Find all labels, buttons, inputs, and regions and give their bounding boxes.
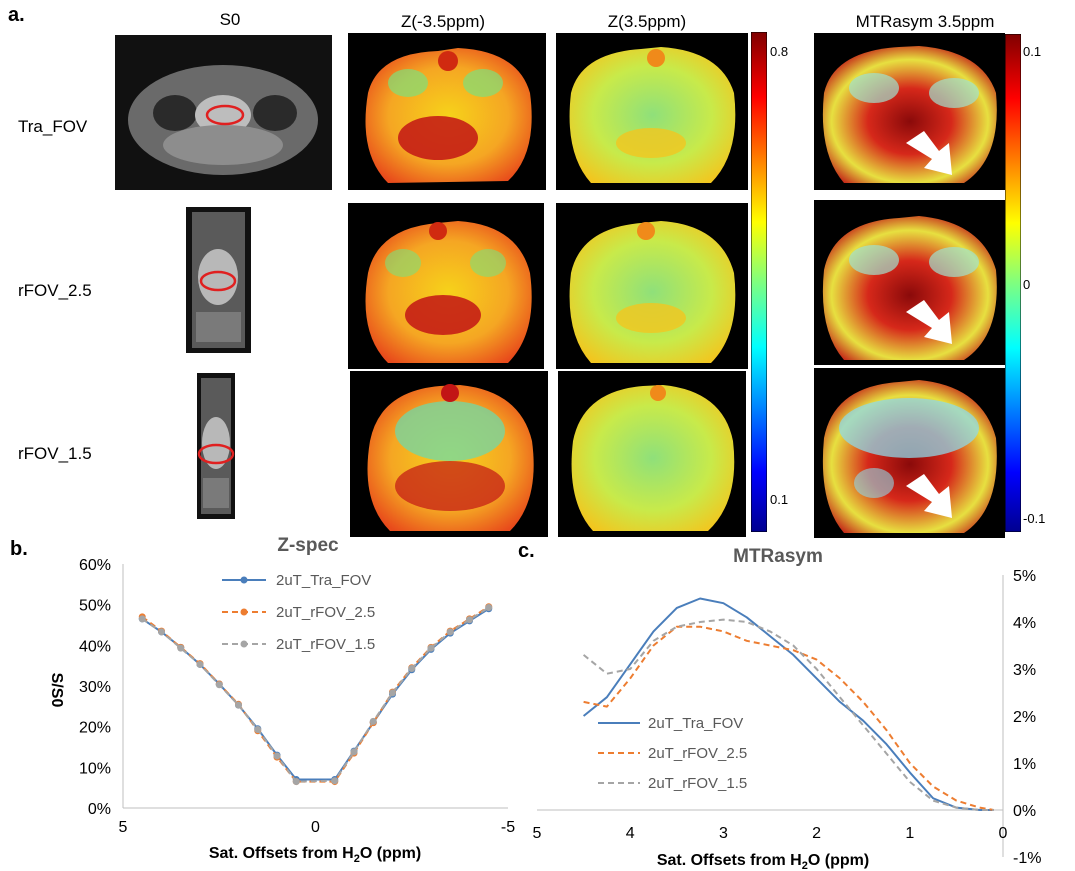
zspec-legend-label: 2uT_Tra_FOV	[276, 572, 371, 589]
zspec-data-point	[177, 644, 185, 652]
mtrasym-y-tick-label: 3%	[1013, 662, 1036, 679]
zspec-legend-marker	[240, 640, 248, 648]
z-colorbar-max-label: 0.8	[770, 44, 789, 59]
z-neg-map-rfov-1-5	[350, 371, 548, 537]
mtrasym-x-axis-label: Sat. Offsets from H2O (ppm)	[657, 852, 869, 871]
zspec-data-point	[158, 628, 165, 636]
mtrasym-legend-label: 2uT_rFOV_2.5	[648, 745, 747, 762]
zspec-data-point	[485, 604, 493, 612]
z-colorbar	[751, 32, 767, 532]
zspec-x-tick-label: -5	[501, 819, 515, 836]
s0-image-rfov-2-5	[186, 207, 251, 353]
mtrasym-colorbar-min-label: -0.1	[1023, 511, 1046, 526]
z-pos-map-rfov-1-5	[558, 371, 746, 537]
column-header-z-pos: Z(3.5ppm)	[607, 12, 687, 31]
mtrasym-map-tra-fov	[814, 33, 1005, 190]
mtrasym-legend-label: 2uT_Tra_FOV	[648, 715, 743, 732]
mtrasym-y-tick-label: 5%	[1013, 568, 1036, 585]
zspec-data-point	[196, 660, 204, 668]
row-label-rfov-2-5: rFOV_2.5	[18, 281, 92, 300]
zspec-data-point	[292, 778, 300, 786]
row-label-tra-fov: Tra_FOV	[18, 117, 88, 136]
zspec-y-tick-label: 10%	[79, 760, 111, 777]
zspec-data-point	[138, 615, 146, 623]
zspec-y-tick-label: 0%	[88, 801, 111, 818]
zspec-legend-marker	[240, 608, 248, 616]
zspec-chart: Z-spec S/S0 0% 10% 20% 30% 40% 50% 60% 5 0 -5 2uT…	[48, 535, 515, 865]
zspec-y-tick-label: 60%	[79, 557, 111, 574]
mtrasym-y-tick-label: 4%	[1013, 615, 1036, 632]
s0-image-tra-fov	[115, 35, 332, 190]
zspec-y-tick-label: 50%	[79, 598, 111, 615]
s0-image-rfov-1-5	[197, 373, 235, 519]
column-header-mtrasym: MTRasym 3.5ppm	[855, 12, 995, 31]
zspec-data-point	[331, 777, 339, 785]
zspec-legend-marker	[240, 576, 248, 584]
mtrasym-map-rfov-2-5	[814, 200, 1005, 365]
zspec-series-line	[141, 605, 490, 783]
mtrasym-map-rfov-1-5	[814, 368, 1005, 538]
zspec-x-tick-label: 0	[311, 819, 320, 836]
mtrasym-chart-title: MTRasym	[733, 546, 823, 567]
column-header-z-neg: Z(-3.5ppm)	[400, 12, 486, 31]
zspec-legend-label: 2uT_rFOV_2.5	[276, 604, 375, 621]
z-pos-map-tra-fov	[556, 33, 748, 190]
zspec-data-point	[273, 752, 281, 760]
zspec-y-tick-label: 40%	[79, 638, 111, 655]
mtrasym-x-tick-label: 3	[719, 825, 728, 842]
zspec-data-point	[369, 717, 377, 725]
z-pos-map-rfov-2-5	[556, 203, 748, 369]
mtrasym-x-tick-label: 2	[812, 825, 821, 842]
zspec-data-point	[446, 628, 454, 636]
zspec-chart-title: Z-spec	[277, 535, 339, 556]
zspec-y-tick-label: 30%	[79, 679, 111, 696]
mtrasym-colorbar-max-label: 0.1	[1023, 44, 1042, 59]
mtrasym-colorbar	[1005, 34, 1021, 532]
mtrasym-x-tick-label: 0	[999, 825, 1008, 842]
mtrasym-y-tick-label: 1%	[1013, 756, 1036, 773]
panel-label-b: b.	[10, 538, 28, 560]
zspec-data-point	[427, 644, 435, 652]
zspec-series-line	[141, 606, 490, 783]
zspec-data-point	[408, 665, 416, 673]
zspec-data-point	[389, 689, 396, 697]
zspec-y-tick-label: 20%	[79, 720, 111, 737]
mtrasym-x-tick-label: 5	[533, 825, 542, 842]
mtrasym-x-tick-label: 1	[905, 825, 914, 842]
zspec-data-point	[254, 726, 262, 734]
row-label-rfov-1-5: rFOV_1.5	[18, 444, 92, 463]
mtrasym-colorbar-mid-label: 0	[1023, 277, 1031, 292]
mtrasym-chart: MTRasym -1% 0% 1% 2% 3% 4% 5% 5 4 3 2 1 0 2uT_Tra_FO…	[533, 546, 1042, 871]
zspec-legend-label: 2uT_rFOV_1.5	[276, 636, 375, 653]
zspec-x-tick-label: 5	[119, 819, 128, 836]
mtrasym-series-line	[582, 597, 994, 811]
zspec-series-line	[141, 607, 490, 781]
column-header-s0: S0	[219, 10, 241, 29]
z-neg-map-rfov-2-5	[348, 203, 544, 369]
mtrasym-series-line	[583, 625, 994, 811]
mtrasym-legend-label: 2uT_rFOV_1.5	[648, 775, 747, 792]
panel-label-c: c.	[518, 540, 535, 562]
mtrasym-series-line	[582, 618, 994, 811]
panel-label-a: a.	[8, 4, 25, 26]
z-colorbar-min-label: 0.1	[770, 492, 789, 507]
zspec-data-point	[215, 681, 223, 689]
mtrasym-y-tick-label: 0%	[1013, 803, 1036, 820]
mtrasym-y-tick-label: 2%	[1013, 709, 1036, 726]
zspec-x-axis-label: Sat. Offsets from H2O (ppm)	[209, 845, 421, 865]
zspec-data-point	[466, 616, 473, 624]
zspec-data-point	[235, 701, 242, 709]
zspec-data-point	[350, 748, 358, 756]
zspec-y-axis-label: S/S0	[48, 673, 65, 708]
mtrasym-y-tick-label: -1%	[1013, 850, 1041, 867]
z-neg-map-tra-fov	[348, 33, 546, 190]
mtrasym-x-tick-label: 4	[626, 825, 635, 842]
